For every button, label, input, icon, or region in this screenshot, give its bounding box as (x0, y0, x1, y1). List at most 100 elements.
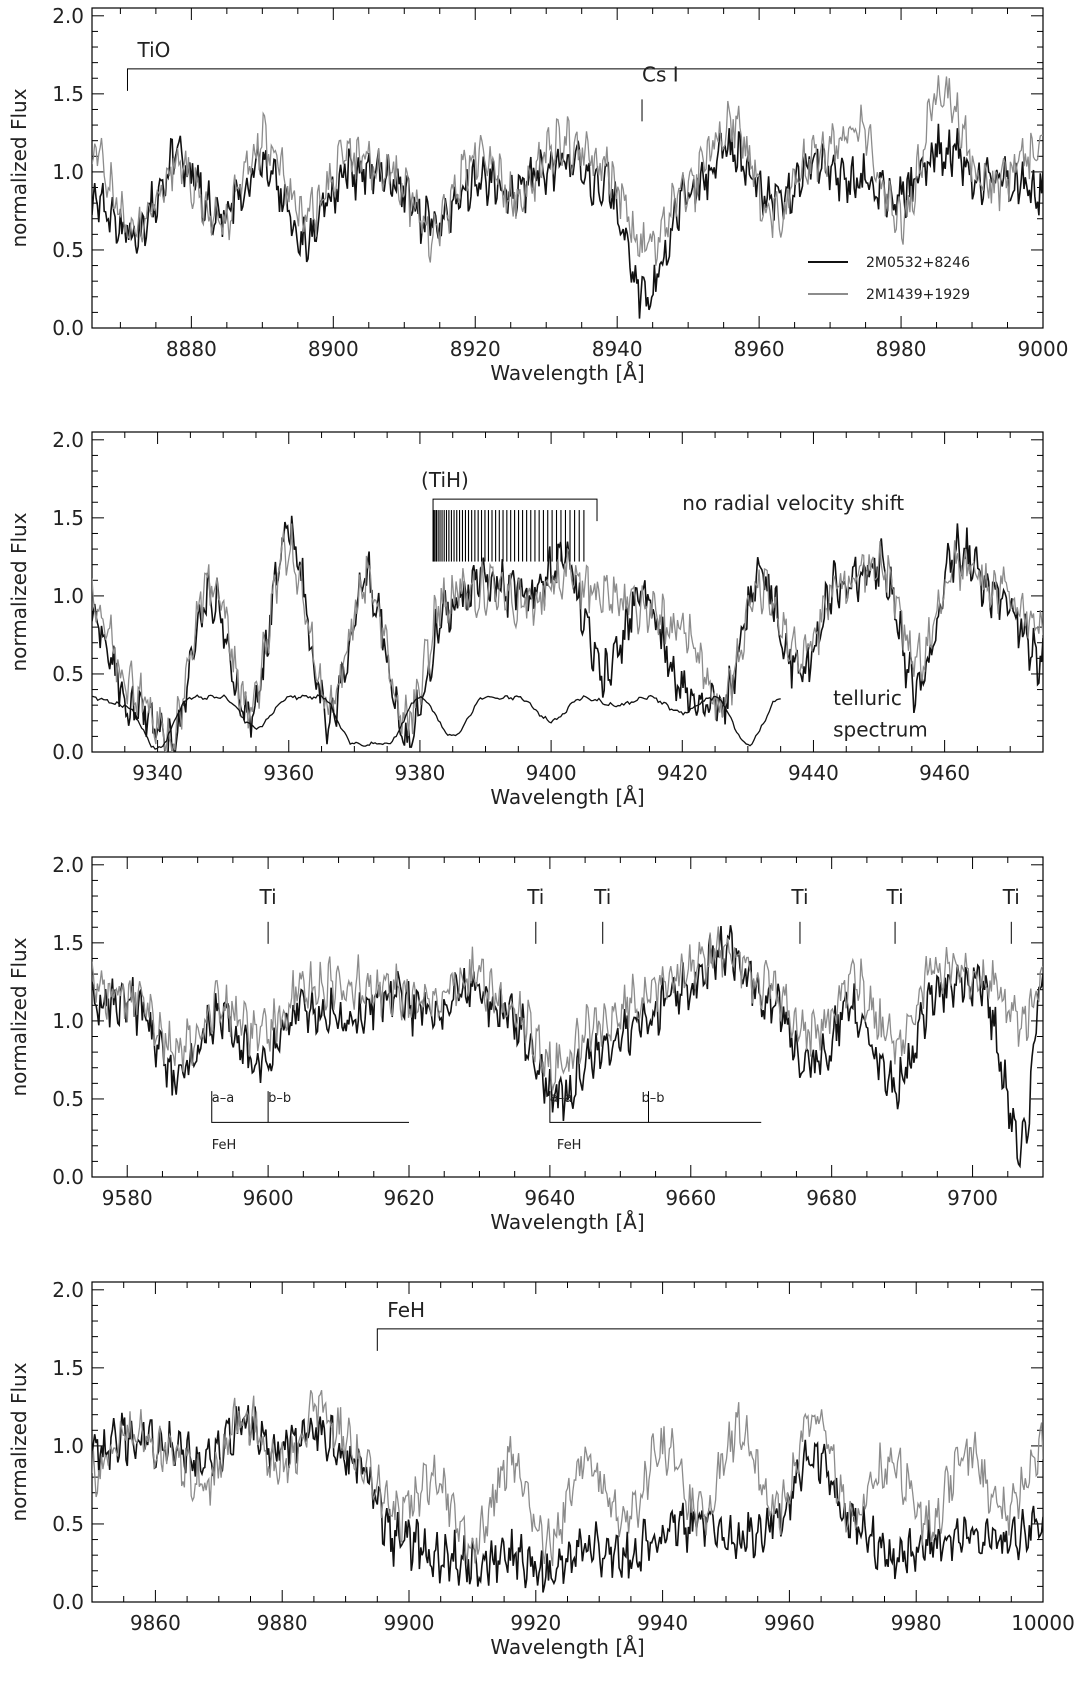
x-tick-label: 9640 (524, 1186, 575, 1210)
x-tick-label: 9460 (919, 761, 970, 785)
x-tick-label: 8960 (734, 337, 785, 361)
annotation-label: b–b (641, 1091, 664, 1106)
x-axis-label: Wavelength [Å] (490, 1210, 644, 1234)
series-line-2m0532-8246 (92, 1405, 1043, 1593)
x-tick-label: 9600 (243, 1186, 294, 1210)
y-tick-label: 0.5 (52, 1087, 84, 1111)
plot-frame (91, 7, 1044, 329)
annotation-bracket (126, 68, 1043, 91)
y-tick-label: 0.5 (52, 662, 84, 686)
plot-frame (91, 431, 1044, 753)
x-tick-label: 9880 (257, 1611, 308, 1635)
annotation-label: Ti (790, 885, 808, 909)
annotation-label: FeH (387, 1298, 425, 1322)
y-tick-label: 0.0 (52, 1165, 84, 1189)
y-axis-label: normalized Flux (7, 88, 31, 247)
annotation-label: TiO (136, 38, 170, 62)
y-tick-label: 2.0 (52, 1278, 84, 1302)
series-line-telluric (92, 694, 781, 750)
y-tick-label: 1.0 (52, 160, 84, 184)
plot-frame (91, 856, 1044, 1178)
x-tick-label: 9860 (130, 1611, 181, 1635)
x-tick-label: 8940 (592, 337, 643, 361)
feh-bracket (549, 1091, 762, 1123)
y-tick-label: 0.5 (52, 1512, 84, 1536)
annotation-label: Cs I (642, 62, 679, 86)
annotation-label: no radial velocity shift (682, 491, 904, 515)
annotation-label: a–a (212, 1091, 234, 1106)
y-axis-label: normalized Flux (7, 937, 31, 1096)
annotation-label: b–b (268, 1091, 291, 1106)
annotation-label: FeH (212, 1138, 237, 1153)
x-tick-label: 9580 (102, 1186, 153, 1210)
y-tick-label: 2.0 (52, 428, 84, 452)
annotation-label: Ti (885, 885, 903, 909)
annotation-label: spectrum (833, 717, 928, 741)
annotation-label: (TiH) (421, 468, 469, 492)
x-tick-label: 9420 (657, 761, 708, 785)
y-tick-label: 1.0 (52, 1009, 84, 1033)
x-tick-label: 9400 (526, 761, 577, 785)
y-tick-label: 1.5 (52, 82, 84, 106)
y-tick-label: 0.0 (52, 316, 84, 340)
x-tick-label: 8920 (450, 337, 501, 361)
y-tick-label: 1.0 (52, 584, 84, 608)
annotation-label: telluric (833, 686, 902, 710)
series-line-2m1439-1929 (92, 523, 1043, 752)
x-tick-label: 9680 (806, 1186, 857, 1210)
series-line-2m1439-1929 (92, 1390, 1043, 1567)
x-tick-label: 9960 (764, 1611, 815, 1635)
x-tick-label: 9440 (788, 761, 839, 785)
y-tick-label: 2.0 (52, 853, 84, 877)
x-tick-label: 8880 (166, 337, 217, 361)
annotation-label: a–a (550, 1091, 572, 1106)
y-tick-label: 1.0 (52, 1434, 84, 1458)
y-tick-label: 0.5 (52, 238, 84, 262)
x-tick-label: 8980 (876, 337, 927, 361)
legend: 2M0532+8246 2M1439+1929 (808, 255, 970, 303)
y-tick-label: 2.0 (52, 4, 84, 28)
x-tick-label: 9660 (665, 1186, 716, 1210)
x-tick-label: 9000 (1018, 337, 1069, 361)
series-line-2m1439-1929 (92, 75, 1043, 266)
y-tick-label: 1.5 (52, 506, 84, 530)
x-tick-label: 9620 (384, 1186, 435, 1210)
annotation-label: Ti (259, 885, 277, 909)
x-tick-label: 9380 (394, 761, 445, 785)
x-tick-label: 9360 (263, 761, 314, 785)
y-tick-label: 0.0 (52, 1590, 84, 1614)
y-tick-label: 0.0 (52, 740, 84, 764)
panel-3: 0.0 0.5 1.0 1.5 2.0 9580 9600 9620 9640 9660 9680 9… (7, 853, 1044, 1234)
tih-line-forest (432, 510, 585, 562)
annotation-label: FeH (557, 1138, 582, 1153)
series-line-2m0532-8246 (92, 925, 1043, 1169)
panel-2: 0.0 0.5 1.0 1.5 2.0 9340 9360 9380 9400 9420 9440 9… (7, 428, 1044, 809)
y-axis-label: normalized Flux (7, 1362, 31, 1521)
legend-label: 2M1439+1929 (866, 287, 970, 303)
series-line-2m1439-1929 (92, 926, 1043, 1091)
series-line-2m0532-8246 (92, 515, 1043, 752)
x-axis-label: Wavelength [Å] (490, 361, 644, 385)
x-tick-label: 9920 (510, 1611, 561, 1635)
x-axis-label: Wavelength [Å] (490, 785, 644, 809)
annotation-label: Ti (526, 885, 544, 909)
y-tick-label: 1.5 (52, 931, 84, 955)
panel-1: 0.0 0.5 1.0 1.5 2.0 8880 8900 8920 8940 8960 8980 9… (7, 4, 1068, 385)
annotation-label: Ti (1002, 885, 1020, 909)
feh-bracket (211, 1091, 409, 1123)
x-tick-label: 9900 (384, 1611, 435, 1635)
x-tick-label: 9940 (637, 1611, 688, 1635)
x-tick-label: 9700 (947, 1186, 998, 1210)
panel-4: 0.0 0.5 1.0 1.5 2.0 9860 9880 9900 9920 9940 9960 9… (7, 1278, 1075, 1659)
x-tick-label: 9340 (132, 761, 183, 785)
legend-label: 2M0532+8246 (866, 255, 970, 271)
x-tick-label: 10000 (1011, 1611, 1075, 1635)
x-tick-label: 8900 (308, 337, 359, 361)
y-axis-label: normalized Flux (7, 512, 31, 671)
y-tick-label: 1.5 (52, 1356, 84, 1380)
annotation-bracket (376, 1328, 1043, 1351)
annotation-label: Ti (593, 885, 611, 909)
x-axis-label: Wavelength [Å] (490, 1635, 644, 1659)
x-tick-label: 9980 (891, 1611, 942, 1635)
